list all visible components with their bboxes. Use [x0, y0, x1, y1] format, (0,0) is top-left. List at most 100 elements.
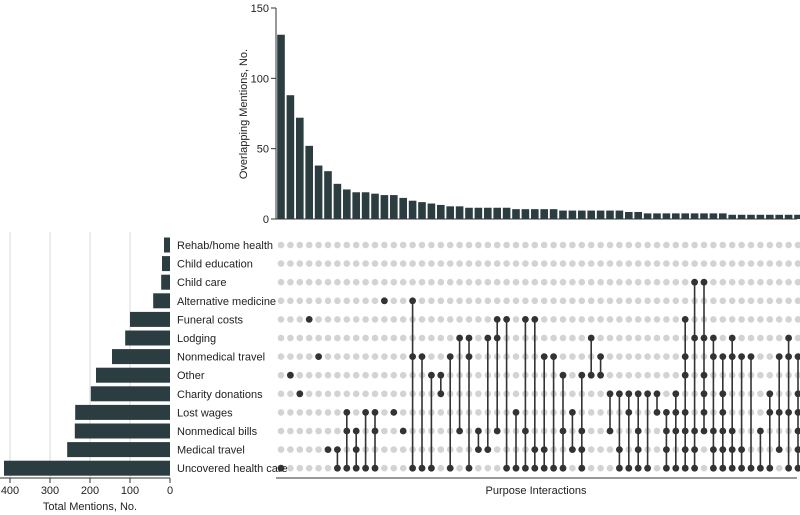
- matrix-dot-8-5: [343, 316, 351, 323]
- set-size-bar-alternative-medicine: [153, 293, 170, 309]
- matrix-dot-50-5: [738, 316, 745, 323]
- matrix-dot-36-6: [606, 334, 614, 342]
- intersection-bar-45: [690, 213, 699, 219]
- matrix-dot-29-5: [540, 316, 548, 323]
- matrix-dot-3-13: [296, 464, 304, 472]
- matrix-dot-18-5: [437, 316, 445, 323]
- matrix-dot-12-8: [381, 371, 388, 379]
- matrix-dot-7-5: [334, 316, 341, 323]
- matrix-dot-33-4: [578, 297, 586, 305]
- matrix-dot-active-1-13: [277, 464, 285, 472]
- matrix-dot-32-8: [569, 371, 576, 379]
- matrix-dot-20-1: [456, 241, 463, 249]
- matrix-dot-9-3: [352, 278, 360, 286]
- matrix-dot-2-10: [287, 409, 294, 416]
- matrix-dot-9-4: [352, 297, 360, 305]
- matrix-dot-active-54-10: [775, 409, 783, 416]
- intersection-bar-19: [446, 206, 454, 219]
- matrix-dot-41-1: [653, 241, 661, 249]
- matrix-dot-18-1: [437, 241, 445, 249]
- matrix-dot-16-5: [418, 316, 426, 323]
- set-labels: Rehab/home health Child education Child ca…: [177, 240, 288, 475]
- matrix-dot-28-3: [531, 278, 539, 286]
- matrix-dot-active-4-5: [305, 316, 313, 323]
- matrix-dot-24-13: [493, 464, 501, 472]
- matrix-dot-active-9-11: [352, 427, 360, 435]
- matrix-dot-11-1: [371, 241, 379, 249]
- matrix-dot-39-8: [634, 371, 642, 379]
- intersection-bar-12: [380, 195, 389, 219]
- matrix-dot-21-5: [465, 316, 473, 323]
- matrix-dot-active-39-11: [634, 427, 642, 435]
- intersection-y-tick-label-0: 0: [263, 214, 269, 226]
- matrix-dot-43-5: [672, 316, 680, 323]
- matrix-dot-3-6: [296, 334, 304, 342]
- matrix-dot-49-5: [728, 316, 736, 323]
- matrix-dot-46-2: [700, 260, 708, 267]
- matrix-dot-active-34-6: [587, 334, 595, 342]
- set-size-bar-nonmedical-travel: [112, 349, 170, 365]
- matrix-dot-33-7: [578, 353, 586, 360]
- matrix-dot-53-6: [766, 334, 774, 342]
- matrix-dot-active-21-6: [465, 334, 473, 342]
- matrix-dot-active-51-7: [747, 353, 755, 360]
- intersection-bar-53: [766, 214, 774, 219]
- matrix-dot-active-10-10: [362, 409, 369, 416]
- matrix-dot-24-2: [493, 260, 501, 267]
- set-size-bar-uncovered-health-care: [4, 460, 170, 476]
- set-label-uncovered-health-care: Uncovered health care: [177, 463, 288, 475]
- matrix-dot-active-30-13: [550, 464, 557, 472]
- matrix-dot-42-6: [663, 334, 670, 342]
- matrix-dot-14-9: [399, 390, 407, 398]
- matrix-dot-active-17-13: [428, 464, 435, 472]
- matrix-dot-14-12: [399, 446, 407, 453]
- matrix-dot-active-16-7: [418, 353, 426, 360]
- matrix-dot-36-8: [606, 371, 614, 379]
- matrix-dot-21-3: [465, 278, 473, 286]
- matrix-dot-32-4: [569, 297, 576, 305]
- matrix-dot-active-40-9: [644, 390, 651, 398]
- matrix-dot-2-11: [287, 427, 294, 435]
- matrix-dot-active-12-4: [381, 297, 388, 305]
- matrix-dot-29-3: [540, 278, 548, 286]
- matrix-dot-active-47-12: [710, 446, 717, 453]
- set-label-funeral-costs: Funeral costs: [177, 314, 244, 326]
- set-size-bar-rehab-home-health: [164, 237, 170, 253]
- matrix-dot-active-36-11: [606, 427, 614, 435]
- matrix-dot-23-5: [484, 316, 492, 323]
- matrix-dot-active-14-11: [399, 427, 407, 435]
- matrix-dot-active-46-8: [700, 371, 708, 379]
- matrix-dot-38-5: [625, 316, 633, 323]
- matrix-dot-28-1: [531, 241, 539, 249]
- matrix-dot-active-45-11: [691, 427, 698, 435]
- matrix-dot-34-10: [587, 409, 595, 416]
- matrix-dot-active-52-13: [757, 464, 764, 472]
- matrix-dot-42-9: [663, 390, 670, 398]
- matrix-dot-41-11: [653, 427, 661, 435]
- matrix-dot-active-37-9: [616, 390, 623, 398]
- matrix-dot-18-6: [437, 334, 445, 342]
- matrix-dot-active-44-8: [681, 371, 689, 379]
- intersection-bar-6: [324, 171, 332, 219]
- set-size-bar-medical-travel: [67, 442, 170, 458]
- matrix-dot-active-29-13: [540, 464, 548, 472]
- matrix-dot-53-2: [766, 260, 774, 267]
- matrix-dot-55-3: [785, 278, 792, 286]
- matrix-dot-44-4: [681, 297, 689, 305]
- matrix-dot-active-39-12: [634, 446, 642, 453]
- matrix-dot-43-2: [672, 260, 680, 267]
- matrix-dot-32-13: [569, 464, 576, 472]
- matrix-dot-4-6: [305, 334, 313, 342]
- matrix-dot-22-1: [475, 241, 482, 249]
- matrix-dot-23-4: [484, 297, 492, 305]
- matrix-dot-34-5: [587, 316, 595, 323]
- matrix-dot-8-2: [343, 260, 351, 267]
- intersection-bar-17: [427, 203, 436, 219]
- matrix-dot-active-33-12: [578, 446, 586, 453]
- matrix-dot-13-7: [390, 353, 398, 360]
- matrix-dot-active-56-11: [794, 427, 800, 435]
- intersection-bar-49: [728, 214, 736, 219]
- matrix-dot-44-3: [681, 278, 689, 286]
- matrix-dot-active-38-9: [625, 390, 633, 398]
- matrix-dot-active-27-13: [522, 464, 529, 472]
